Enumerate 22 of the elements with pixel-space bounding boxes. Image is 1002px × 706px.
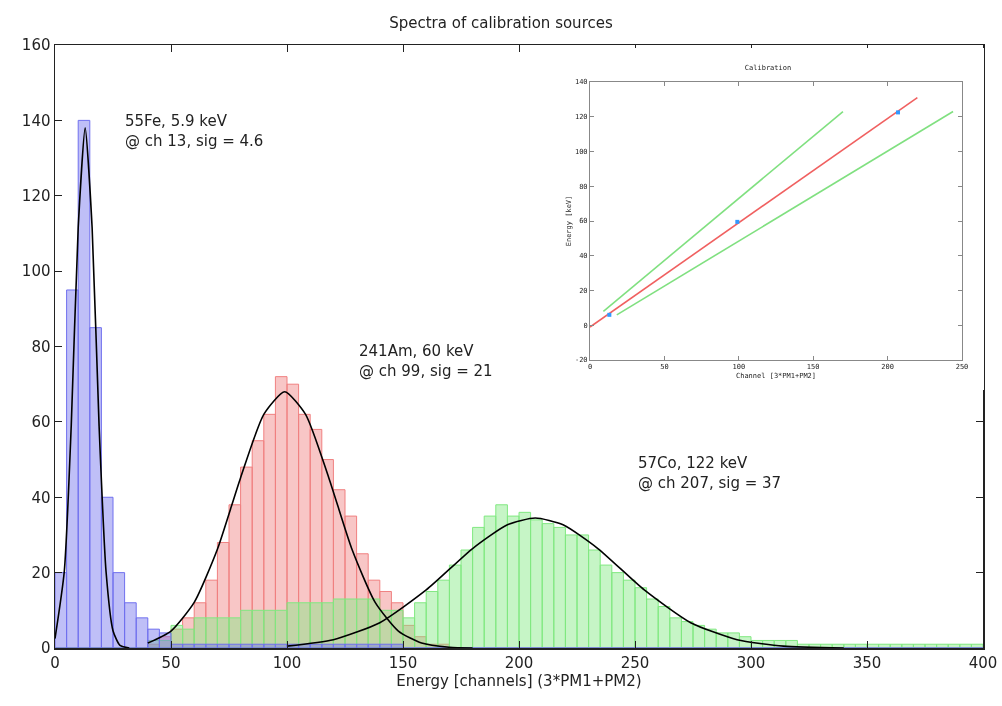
x-tick-label: 300 (736, 653, 766, 672)
x-tick-label: 100 (272, 653, 302, 672)
y-tick-label: 80 (31, 337, 51, 356)
annotation: 241Am, 60 keV @ ch 99, sig = 21 (359, 342, 493, 380)
y-tick-label: 40 (31, 488, 51, 507)
x-tick-label: 250 (620, 653, 650, 672)
x-tick-label: 350 (852, 653, 882, 672)
x-tick-label: 150 (388, 653, 418, 672)
y-tick-label: 20 (31, 563, 51, 582)
y-tick-label: 120 (21, 187, 51, 205)
x-axis-title: Energy [channels] (3*PM1+PM2) (396, 671, 642, 690)
annotation: 55Fe, 5.9 keV @ ch 13, sig = 4.6 (125, 112, 264, 150)
chart-title: Spectra of calibration sources (389, 14, 613, 33)
y-tick-label: 0 (40, 639, 51, 658)
y-tick-label: 140 (21, 111, 51, 130)
y-tick-label: 60 (31, 413, 51, 432)
x-tick-label: 200 (504, 653, 534, 672)
x-tick-label: 50 (161, 653, 181, 672)
y-tick-label: 100 (21, 262, 51, 281)
x-tick-label: 400 (968, 653, 998, 672)
annotation: 57Co, 122 keV @ ch 207, sig = 37 (638, 454, 782, 492)
y-tick-label: 160 (21, 36, 51, 55)
